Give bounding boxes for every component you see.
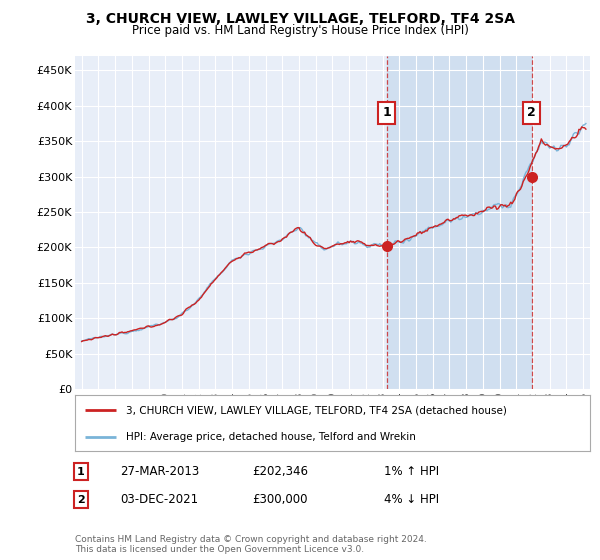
Text: Price paid vs. HM Land Registry's House Price Index (HPI): Price paid vs. HM Land Registry's House … — [131, 24, 469, 37]
Text: 3, CHURCH VIEW, LAWLEY VILLAGE, TELFORD, TF4 2SA: 3, CHURCH VIEW, LAWLEY VILLAGE, TELFORD,… — [86, 12, 515, 26]
Text: 1: 1 — [77, 466, 85, 477]
Text: 03-DEC-2021: 03-DEC-2021 — [120, 493, 198, 506]
Text: £300,000: £300,000 — [252, 493, 308, 506]
Text: 1% ↑ HPI: 1% ↑ HPI — [384, 465, 439, 478]
Bar — [387, 56, 532, 389]
Text: 1: 1 — [382, 106, 391, 119]
Text: £202,346: £202,346 — [252, 465, 308, 478]
Text: 4% ↓ HPI: 4% ↓ HPI — [384, 493, 439, 506]
Text: Contains HM Land Registry data © Crown copyright and database right 2024.
This d: Contains HM Land Registry data © Crown c… — [75, 535, 427, 554]
Text: 3, CHURCH VIEW, LAWLEY VILLAGE, TELFORD, TF4 2SA (detached house): 3, CHURCH VIEW, LAWLEY VILLAGE, TELFORD,… — [127, 405, 508, 416]
Text: 27-MAR-2013: 27-MAR-2013 — [120, 465, 199, 478]
Text: 2: 2 — [527, 106, 536, 119]
Text: 2: 2 — [77, 494, 85, 505]
Text: HPI: Average price, detached house, Telford and Wrekin: HPI: Average price, detached house, Telf… — [127, 432, 416, 442]
